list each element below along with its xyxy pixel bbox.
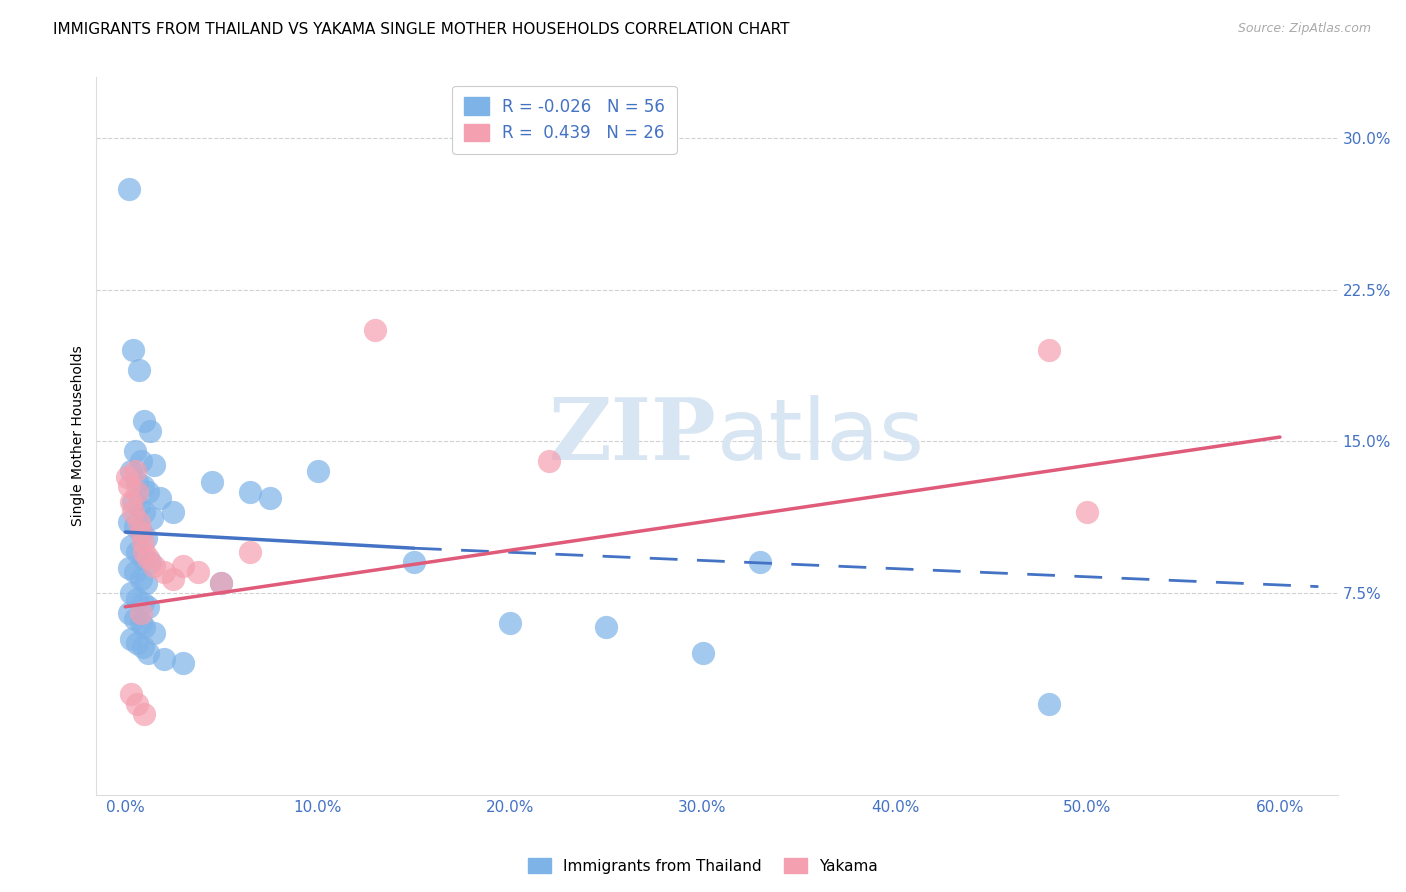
Point: [749, 555, 772, 569]
Point: [201, 475, 224, 489]
Y-axis label: Single Mother Households: Single Mother Households: [72, 346, 86, 526]
Point: [120, 585, 142, 599]
Point: [307, 465, 329, 479]
Point: [134, 706, 156, 721]
Point: [118, 515, 141, 529]
Point: [120, 687, 142, 701]
Point: [129, 524, 152, 539]
Point: [120, 465, 142, 479]
Point: [135, 531, 157, 545]
Point: [129, 572, 152, 586]
Point: [402, 555, 425, 569]
Point: [122, 494, 145, 508]
Point: [124, 444, 146, 458]
Point: [120, 632, 142, 647]
Point: [124, 612, 146, 626]
Legend: R = -0.026   N = 56, R =  0.439   N = 26: R = -0.026 N = 56, R = 0.439 N = 26: [453, 86, 676, 153]
Point: [1076, 505, 1098, 519]
Point: [143, 559, 166, 574]
Text: Source: ZipAtlas.com: Source: ZipAtlas.com: [1237, 22, 1371, 36]
Text: ZIP: ZIP: [550, 394, 717, 478]
Point: [134, 505, 156, 519]
Legend: Immigrants from Thailand, Yakama: Immigrants from Thailand, Yakama: [522, 852, 884, 880]
Point: [149, 491, 172, 505]
Point: [128, 515, 150, 529]
Point: [239, 484, 262, 499]
Point: [239, 545, 262, 559]
Point: [187, 566, 209, 580]
Point: [499, 615, 522, 630]
Point: [118, 606, 141, 620]
Point: [128, 499, 150, 513]
Point: [118, 181, 141, 195]
Point: [162, 505, 184, 519]
Point: [172, 657, 194, 671]
Point: [136, 551, 159, 566]
Point: [152, 566, 174, 580]
Point: [136, 599, 159, 614]
Point: [120, 539, 142, 553]
Point: [122, 343, 145, 358]
Point: [134, 414, 156, 428]
Point: [125, 636, 148, 650]
Point: [162, 572, 184, 586]
Point: [124, 519, 146, 533]
Point: [125, 545, 148, 559]
Point: [141, 511, 163, 525]
Point: [134, 545, 156, 559]
Point: [139, 424, 162, 438]
Point: [129, 615, 152, 630]
Point: [129, 524, 152, 539]
Point: [120, 494, 142, 508]
Point: [134, 620, 156, 634]
Point: [1038, 697, 1060, 711]
Point: [152, 652, 174, 666]
Point: [128, 363, 150, 377]
Point: [131, 478, 153, 492]
Point: [131, 640, 153, 655]
Point: [125, 697, 148, 711]
Point: [118, 561, 141, 575]
Point: [139, 555, 162, 569]
Point: [131, 535, 153, 549]
Point: [125, 591, 148, 606]
Point: [125, 475, 148, 489]
Point: [537, 454, 560, 468]
Text: atlas: atlas: [717, 394, 925, 477]
Point: [131, 596, 153, 610]
Point: [692, 646, 714, 660]
Text: IMMIGRANTS FROM THAILAND VS YAKAMA SINGLE MOTHER HOUSEHOLDS CORRELATION CHART: IMMIGRANTS FROM THAILAND VS YAKAMA SINGL…: [53, 22, 790, 37]
Point: [136, 484, 159, 499]
Point: [115, 470, 138, 484]
Point: [209, 575, 232, 590]
Point: [143, 626, 166, 640]
Point: [129, 454, 152, 468]
Point: [125, 484, 148, 499]
Point: [259, 491, 281, 505]
Point: [131, 551, 153, 566]
Point: [1038, 343, 1060, 358]
Point: [135, 575, 157, 590]
Point: [595, 620, 617, 634]
Point: [124, 465, 146, 479]
Point: [122, 505, 145, 519]
Point: [118, 478, 141, 492]
Point: [124, 566, 146, 580]
Point: [136, 646, 159, 660]
Point: [143, 458, 166, 473]
Point: [209, 575, 232, 590]
Point: [364, 323, 387, 337]
Point: [172, 559, 194, 574]
Point: [129, 606, 152, 620]
